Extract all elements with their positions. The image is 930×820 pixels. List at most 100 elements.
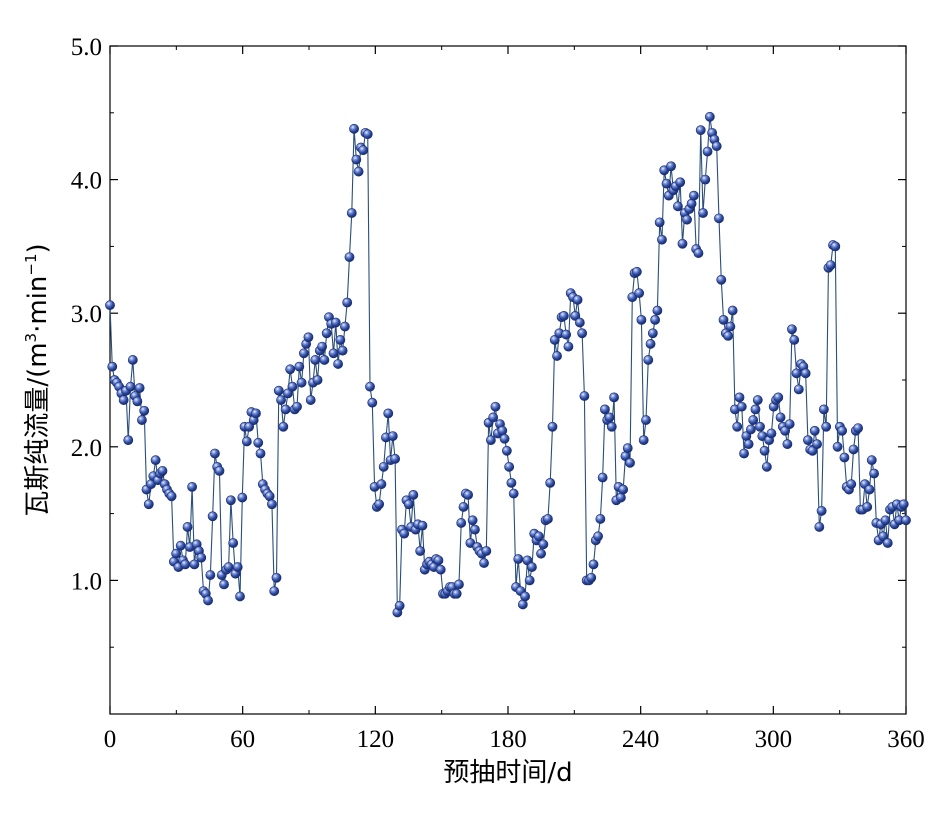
data-point <box>839 452 850 463</box>
data-point <box>837 425 848 436</box>
data-point <box>787 324 797 335</box>
data-point <box>458 502 469 512</box>
data-point <box>800 368 811 379</box>
data-point <box>654 217 665 228</box>
data-point <box>593 531 603 542</box>
data-point <box>880 515 891 526</box>
x-axis-title: 预抽时间/d <box>443 758 572 788</box>
data-point <box>739 448 749 459</box>
data-point <box>604 412 615 423</box>
data-point <box>390 453 400 464</box>
data-point <box>205 570 216 580</box>
data-point <box>225 495 236 506</box>
data-point <box>718 314 729 325</box>
x-tick-label: 180 <box>489 726 527 753</box>
plot-frame <box>109 45 907 715</box>
data-point <box>358 145 369 156</box>
data-point <box>750 404 761 415</box>
data-point <box>278 421 289 432</box>
data-point <box>394 600 405 611</box>
data-point <box>219 579 229 590</box>
data-point <box>456 518 467 528</box>
data-point <box>433 555 444 566</box>
data-point <box>107 361 118 372</box>
data-point <box>652 305 663 316</box>
data-point <box>105 300 115 311</box>
y-tick-label: 1.0 <box>71 568 102 595</box>
data-point <box>878 531 889 542</box>
data-point <box>622 443 633 454</box>
data-point <box>285 364 296 375</box>
data-point <box>171 548 182 559</box>
data-point <box>137 415 147 425</box>
data-point <box>267 499 277 510</box>
data-point <box>577 328 588 339</box>
data-point <box>862 502 873 512</box>
data-point <box>312 375 323 385</box>
data-point <box>814 522 825 532</box>
data-point <box>698 208 708 218</box>
data-point <box>743 439 754 450</box>
data-point <box>376 479 387 490</box>
data-point <box>310 355 321 365</box>
data-point <box>736 401 747 412</box>
data-point <box>157 465 168 476</box>
data-point <box>780 425 791 436</box>
data-point <box>342 297 353 308</box>
data-point <box>588 559 599 570</box>
data-point <box>682 214 692 225</box>
data-point <box>695 125 706 136</box>
data-point <box>536 548 546 559</box>
data-point <box>625 457 635 468</box>
data-point <box>374 499 385 510</box>
data-point <box>723 331 733 341</box>
data-point <box>166 491 177 502</box>
data-point <box>118 395 129 405</box>
data-point <box>864 484 875 495</box>
x-tick-label: 360 <box>887 726 925 753</box>
data-point <box>527 562 537 572</box>
data-point <box>294 361 305 372</box>
data-point <box>506 477 517 488</box>
data-point <box>182 522 193 532</box>
data-point <box>846 479 857 490</box>
data-point <box>848 444 859 455</box>
data-point <box>333 359 343 369</box>
data-point <box>139 405 150 416</box>
data-point <box>276 395 286 405</box>
y-axis-title-mid: ·min <box>23 276 53 333</box>
data-point <box>127 355 138 365</box>
data-point <box>595 514 606 524</box>
data-point <box>766 428 777 439</box>
data-point <box>415 546 426 556</box>
y-axis-title-sup1: 3 <box>22 333 40 343</box>
series-line <box>109 116 907 613</box>
data-point <box>520 591 531 602</box>
data-point <box>704 111 715 122</box>
data-point <box>499 433 510 444</box>
data-point <box>563 341 574 352</box>
data-point <box>150 455 161 466</box>
data-point <box>255 448 266 459</box>
data-point <box>549 335 560 345</box>
data-point <box>638 435 649 446</box>
data-point <box>711 141 722 152</box>
data-point <box>273 385 284 396</box>
data-point <box>809 425 820 436</box>
data-point <box>189 559 200 570</box>
y-axis-title-sup2: −1 <box>22 253 40 275</box>
data-point <box>641 415 651 425</box>
y-axis-title-end: ) <box>23 243 53 253</box>
data-point <box>365 381 375 392</box>
data-point <box>791 368 802 379</box>
data-point <box>330 317 341 328</box>
data-point <box>490 401 501 412</box>
data-point <box>775 412 786 423</box>
data-point <box>253 437 264 448</box>
data-point <box>803 435 813 446</box>
data-point <box>403 499 414 510</box>
x-tick-label: 300 <box>755 726 793 753</box>
data-point <box>125 381 136 392</box>
data-point <box>558 310 569 321</box>
data-point <box>524 575 535 586</box>
